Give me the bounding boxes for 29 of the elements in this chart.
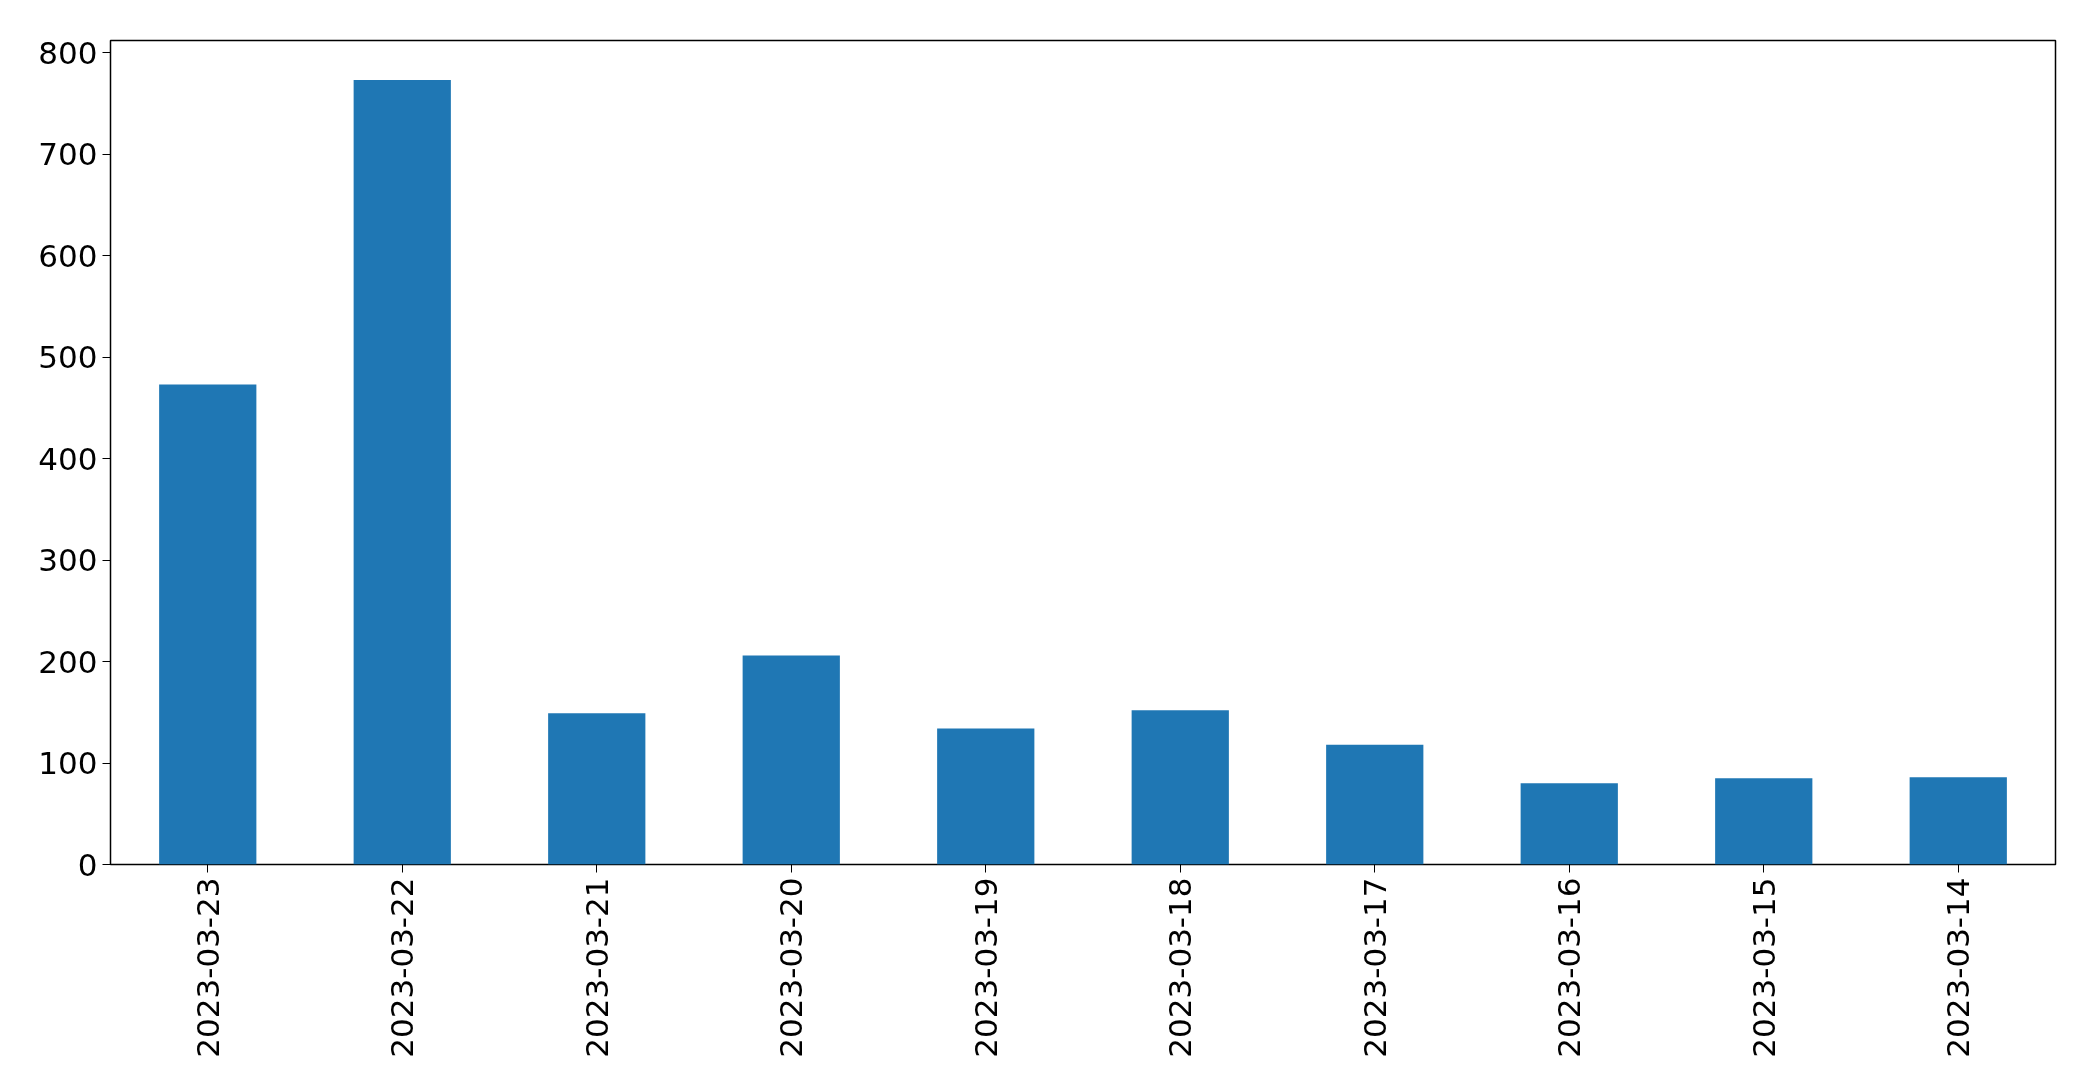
x-tick-label: 2023-03-18 — [1162, 877, 1199, 1058]
y-tick-label: 400 — [38, 440, 98, 477]
x-tick-label: 2023-03-22 — [384, 877, 421, 1058]
x-tick-label: 2023-03-20 — [773, 877, 810, 1058]
y-tick-label: 100 — [38, 745, 98, 782]
bar — [742, 655, 840, 865]
bar — [1715, 778, 1813, 865]
x-tick-label: 2023-03-21 — [578, 877, 615, 1058]
bar — [159, 384, 257, 865]
bar — [937, 728, 1035, 865]
x-tick-label: 2023-03-15 — [1745, 877, 1782, 1058]
y-tick-label: 300 — [38, 542, 98, 579]
y-tick-label: 700 — [38, 136, 98, 173]
x-tick-label: 2023-03-17 — [1356, 877, 1393, 1058]
bar — [1131, 710, 1229, 865]
bar — [1326, 744, 1424, 865]
y-tick-label: 200 — [38, 643, 98, 680]
y-tick-label: 800 — [38, 34, 98, 71]
bar — [1520, 783, 1618, 865]
y-tick-label: 500 — [38, 339, 98, 376]
bar — [353, 80, 451, 865]
x-tick-label: 2023-03-16 — [1551, 877, 1588, 1058]
y-tick-label: 600 — [38, 237, 98, 274]
y-tick-label: 0 — [77, 846, 98, 883]
x-tick-label: 2023-03-23 — [189, 877, 226, 1058]
x-tick-label: 2023-03-14 — [1940, 877, 1977, 1058]
bar — [548, 713, 646, 865]
bar — [1909, 777, 2007, 865]
x-tick-label: 2023-03-19 — [967, 877, 1004, 1058]
